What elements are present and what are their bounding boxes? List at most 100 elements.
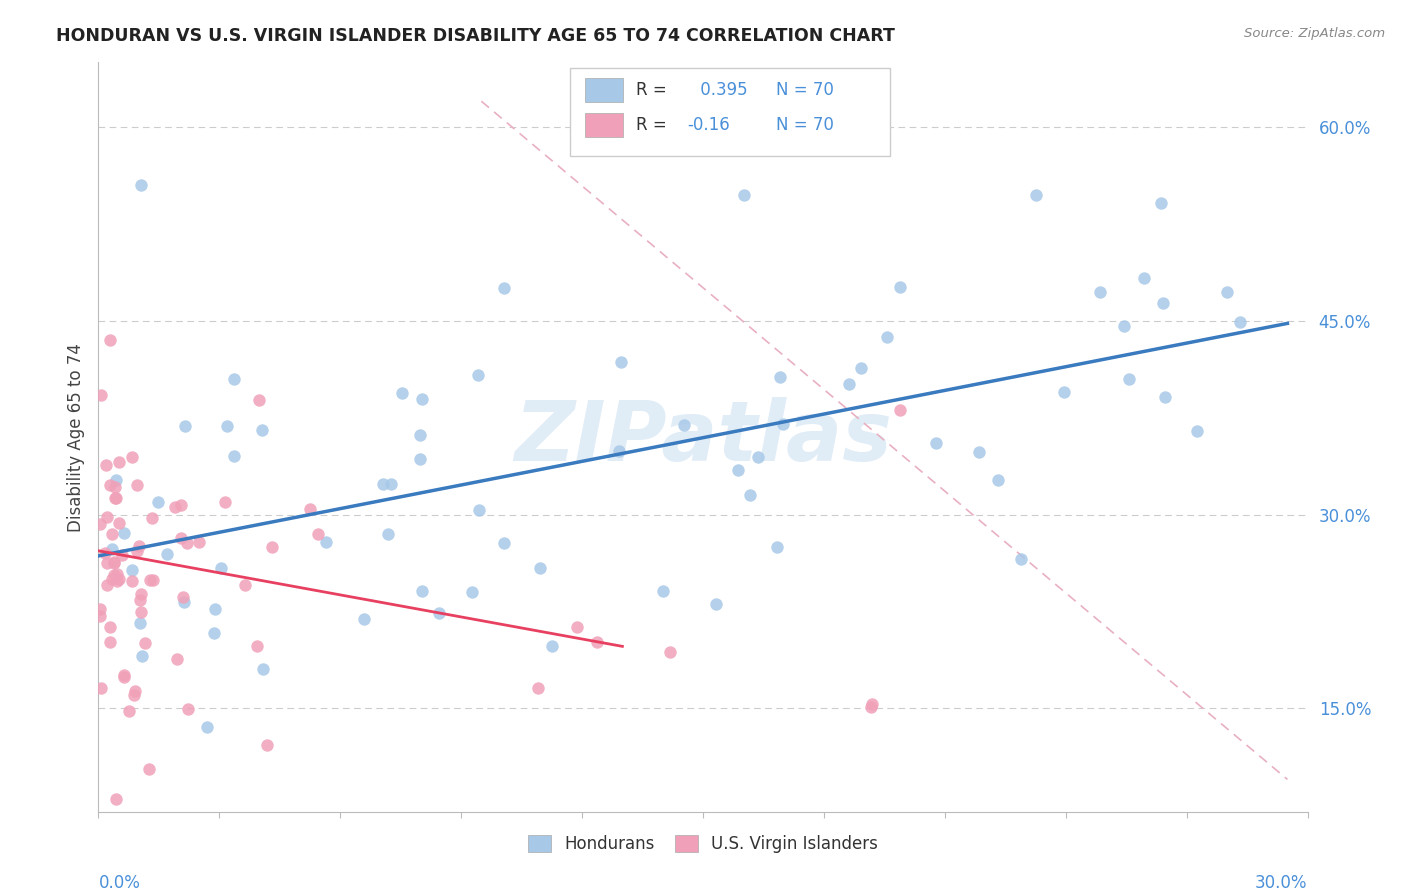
Point: [1150, 195, 1173, 210]
Point: [299, 501, 322, 516]
Point: [250, 423, 273, 437]
Point: [1133, 271, 1156, 285]
Point: [727, 462, 749, 476]
Text: N = 70: N = 70: [776, 81, 834, 99]
Text: -0.16: -0.16: [688, 116, 730, 134]
Point: [380, 476, 402, 491]
Point: [105, 567, 128, 582]
Point: [1152, 295, 1174, 310]
Point: [108, 516, 131, 531]
Point: [246, 639, 269, 653]
Point: [89, 517, 111, 532]
Point: [104, 473, 127, 487]
Point: [94, 546, 117, 560]
Point: [111, 548, 134, 562]
Point: [651, 583, 673, 598]
Point: [165, 500, 187, 515]
Point: [1010, 551, 1032, 566]
Point: [308, 526, 330, 541]
Point: [98, 619, 121, 633]
Point: [1229, 315, 1251, 329]
Text: 0.0%: 0.0%: [98, 874, 141, 892]
Point: [98, 333, 121, 347]
Point: [247, 392, 270, 407]
Point: [315, 534, 337, 549]
Point: [461, 585, 484, 599]
Point: [222, 372, 245, 386]
Point: [195, 720, 218, 734]
Point: [427, 606, 450, 620]
Point: [987, 473, 1010, 487]
Point: [1112, 319, 1135, 334]
Point: [214, 495, 236, 509]
Point: [128, 539, 150, 553]
Text: 0.395: 0.395: [695, 81, 747, 99]
Text: R =: R =: [637, 116, 672, 134]
Point: [146, 495, 169, 509]
Point: [188, 535, 211, 549]
Point: [610, 355, 633, 369]
Text: R =: R =: [637, 81, 672, 99]
Point: [492, 281, 515, 295]
Point: [108, 572, 131, 586]
Point: [851, 361, 873, 376]
Point: [738, 488, 761, 502]
Point: [142, 573, 165, 587]
Point: [467, 368, 489, 383]
Point: [134, 636, 156, 650]
Point: [733, 187, 755, 202]
Point: [925, 436, 948, 450]
Point: [704, 597, 727, 611]
Point: [609, 444, 631, 458]
Point: [101, 542, 124, 557]
Point: [121, 450, 143, 464]
Point: [494, 535, 516, 549]
Point: [90, 681, 112, 696]
Point: [104, 480, 127, 494]
Point: [527, 681, 550, 695]
Point: [1025, 188, 1047, 202]
Point: [176, 535, 198, 549]
Point: [131, 648, 153, 663]
Point: [1216, 285, 1239, 300]
FancyBboxPatch shape: [569, 68, 890, 156]
Point: [173, 594, 195, 608]
Point: [96, 509, 118, 524]
Point: [172, 590, 194, 604]
Point: [859, 700, 882, 714]
Point: [125, 544, 148, 558]
Point: [131, 605, 153, 619]
Point: [96, 458, 118, 473]
Point: [131, 587, 153, 601]
Point: [411, 392, 433, 407]
Y-axis label: Disability Age 65 to 74: Disability Age 65 to 74: [66, 343, 84, 532]
Point: [112, 668, 135, 682]
Text: HONDURAN VS U.S. VIRGIN ISLANDER DISABILITY AGE 65 TO 74 CORRELATION CHART: HONDURAN VS U.S. VIRGIN ISLANDER DISABIL…: [56, 27, 896, 45]
Point: [889, 280, 911, 294]
Point: [353, 611, 375, 625]
Point: [1053, 384, 1076, 399]
Point: [222, 450, 245, 464]
Point: [124, 683, 146, 698]
Point: [262, 541, 284, 555]
Point: [89, 602, 111, 616]
Point: [129, 178, 152, 193]
Point: [1118, 372, 1140, 386]
Point: [529, 561, 551, 575]
Point: [860, 697, 883, 711]
Point: [121, 574, 143, 588]
Point: [107, 455, 129, 469]
Point: [256, 739, 278, 753]
Point: [202, 625, 225, 640]
Point: [127, 478, 149, 492]
Text: 30.0%: 30.0%: [1256, 874, 1308, 892]
Point: [96, 578, 118, 592]
Point: [371, 477, 394, 491]
Point: [565, 620, 588, 634]
Point: [252, 662, 274, 676]
Point: [112, 525, 135, 540]
Point: [409, 428, 432, 442]
Point: [90, 388, 112, 402]
Point: [541, 639, 564, 653]
Point: [103, 555, 125, 569]
